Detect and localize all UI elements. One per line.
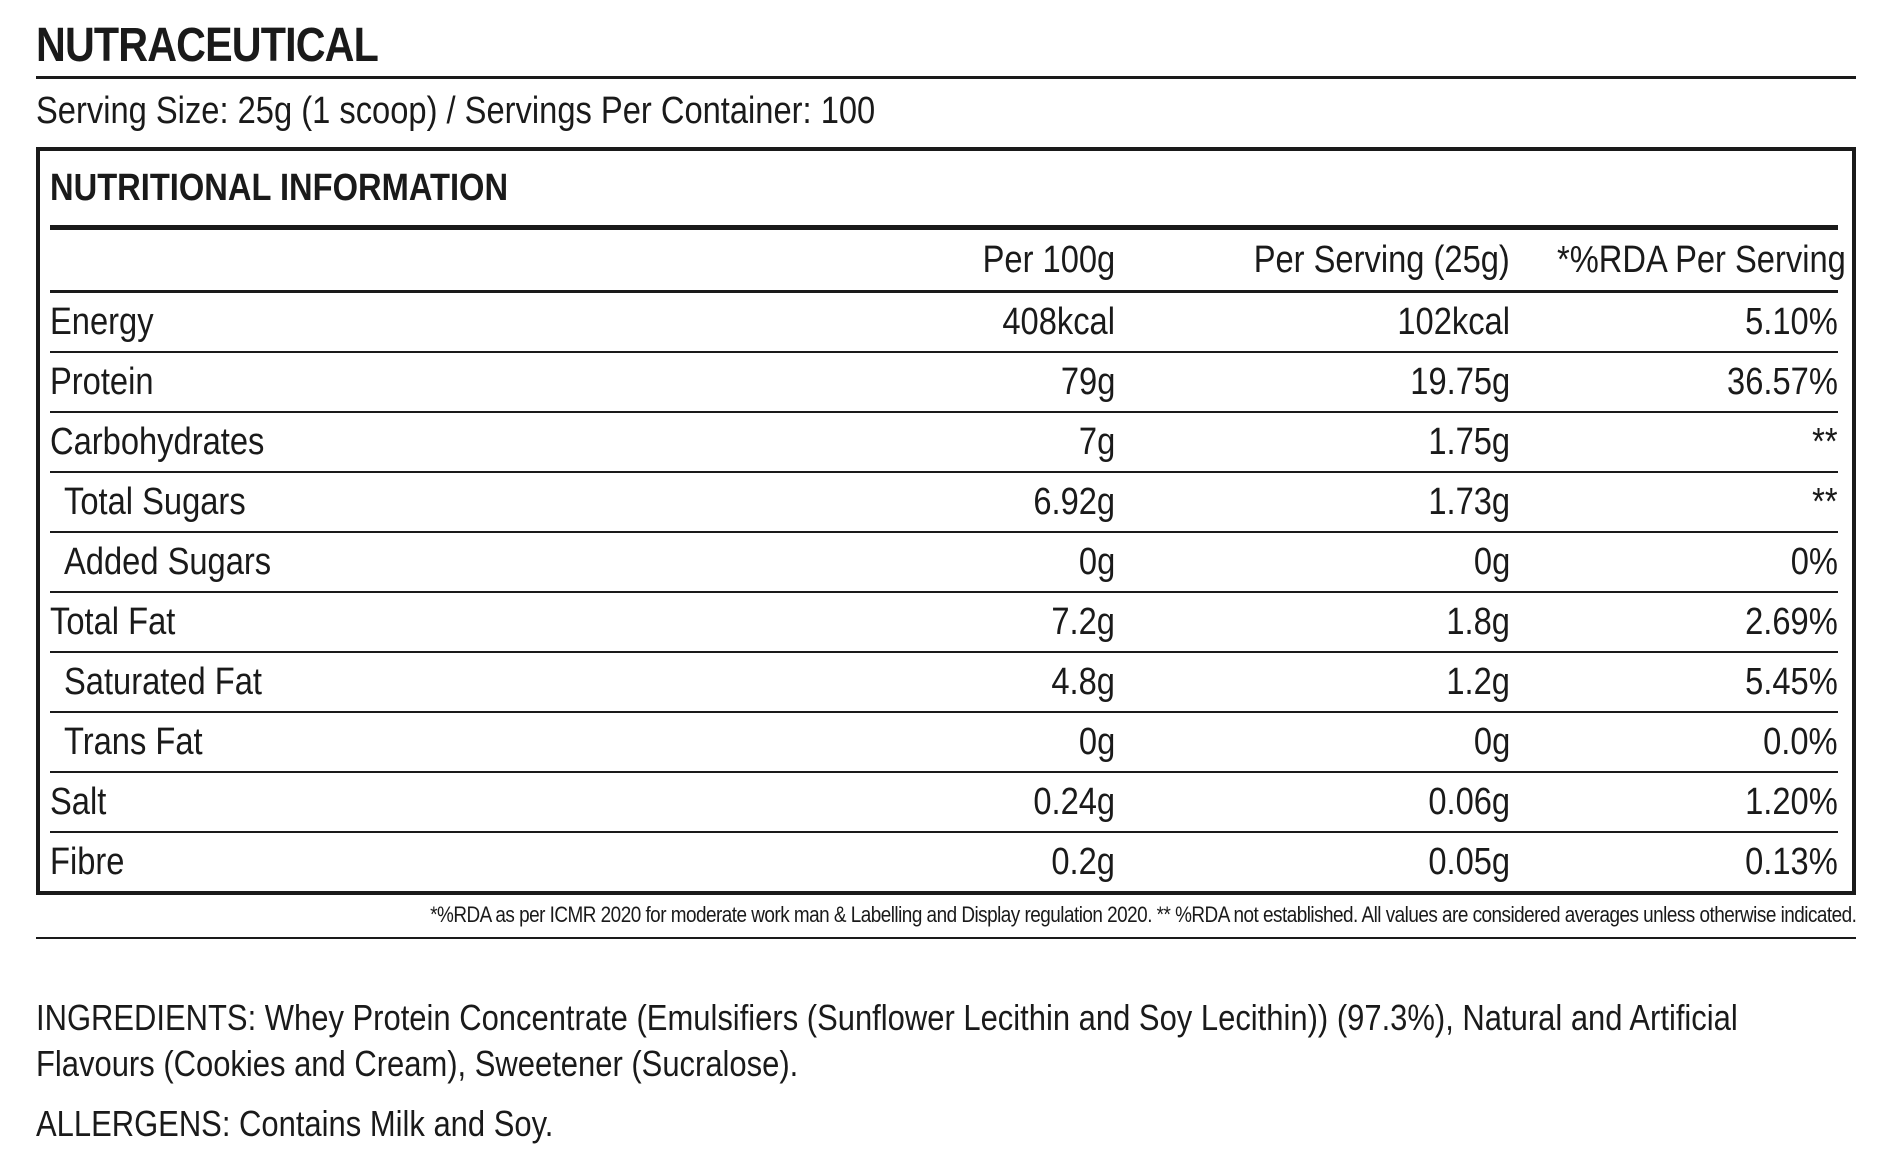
value-per-serving: 102kcal [1115,291,1510,353]
value-per-100g: 6.92g [810,472,1115,533]
value-per-100g: 4.8g [810,652,1115,713]
value-rda: 0% [1510,532,1838,593]
nutrient-name: Carbohydrates [50,412,810,473]
panel-title-divider [50,225,1838,230]
value-per-serving: 1.8g [1115,592,1510,653]
value-per-100g: 7.2g [810,592,1115,653]
table-row: Trans Fat 0g 0g 0.0% [50,712,1838,773]
value-per-100g: 0g [810,712,1115,773]
nutrient-name: Protein [50,352,810,413]
value-rda: 0.13% [1745,841,1838,883]
nutrient-name: Saturated Fat [50,652,810,713]
nutrient-name: Fibre [50,841,125,883]
column-header-per-100g: Per 100g [810,230,1115,293]
value-per-serving: 19.75g [1115,352,1510,413]
nutrient-name: Added Sugars [50,532,810,593]
value-per-100g: 0.24g [810,772,1115,833]
footnote-divider [36,937,1856,939]
value-per-100g: 408kcal [810,291,1115,353]
nutrition-table-body: Energy 408kcal 102kcal 5.10% Protein 79g 19.75… [50,291,1838,892]
nutrient-name: Salt [50,772,810,833]
table-header-row: Per 100g Per Serving (25g) *%RDA Per Ser… [50,230,1846,293]
rda-footnote: *%RDA as per ICMR 2020 for moderate work… [429,902,1856,927]
nutrition-table: Per 100g Per Serving (25g) *%RDA Per Ser… [50,230,1846,892]
value-rda: 5.45% [1510,652,1838,713]
value-rda: ** [1510,412,1838,473]
column-header-per-serving: Per Serving (25g) [1115,230,1510,293]
value-per-serving: 0g [1115,712,1510,773]
value-per-100g: 7g [810,412,1115,473]
table-row: Added Sugars 0g 0g 0% [50,532,1838,593]
table-row: Carbohydrates 7g 1.75g ** [50,412,1838,473]
nutrition-panel: NUTRITIONAL INFORMATION Per 100g Per Ser… [36,147,1856,895]
value-per-100g: 0g [810,532,1115,593]
value-per-serving: 1.2g [1115,652,1510,713]
value-rda: 5.10% [1510,291,1838,353]
serving-info: Serving Size: 25g (1 scoop) / Servings P… [36,90,876,132]
value-per-serving: 0g [1115,532,1510,593]
table-row: Fibre 0.2g 0.05g 0.13% [50,832,1838,891]
brand-divider [36,76,1856,79]
value-rda: 0.0% [1510,712,1838,773]
value-per-100g: 0.2g [1051,841,1115,883]
panel-title: NUTRITIONAL INFORMATION [50,167,509,209]
value-per-serving: 1.75g [1115,412,1510,473]
value-per-100g: 79g [810,352,1115,413]
nutrient-name: Total Fat [50,592,810,653]
brand-title: NUTRACEUTICAL [36,19,379,72]
value-rda: 2.69% [1510,592,1838,653]
table-row: Total Sugars 6.92g 1.73g ** [50,472,1838,533]
table-row: Total Fat 7.2g 1.8g 2.69% [50,592,1838,653]
ingredients-text: INGREDIENTS: Whey Protein Concentrate (E… [36,997,1738,1084]
column-header-rda: *%RDA Per Serving [1510,230,1846,293]
table-row: Energy 408kcal 102kcal 5.10% [50,291,1838,353]
value-per-serving: 1.73g [1115,472,1510,533]
value-rda: ** [1510,472,1838,533]
nutrition-label: NUTRACEUTICAL Serving Size: 25g (1 scoop… [36,18,1856,1147]
table-row: Saturated Fat 4.8g 1.2g 5.45% [50,652,1838,713]
value-rda: 36.57% [1510,352,1838,413]
nutrient-name: Trans Fat [50,712,810,773]
nutrient-name: Energy [50,291,810,353]
allergens-text: ALLERGENS: Contains Milk and Soy. [36,1103,554,1144]
table-row: Salt 0.24g 0.06g 1.20% [50,772,1838,833]
table-row: Protein 79g 19.75g 36.57% [50,352,1838,413]
nutrient-name: Total Sugars [50,472,810,533]
value-per-serving: 0.05g [1428,841,1510,883]
value-rda: 1.20% [1510,772,1838,833]
column-header-nutrient [50,230,810,293]
value-per-serving: 0.06g [1115,772,1510,833]
